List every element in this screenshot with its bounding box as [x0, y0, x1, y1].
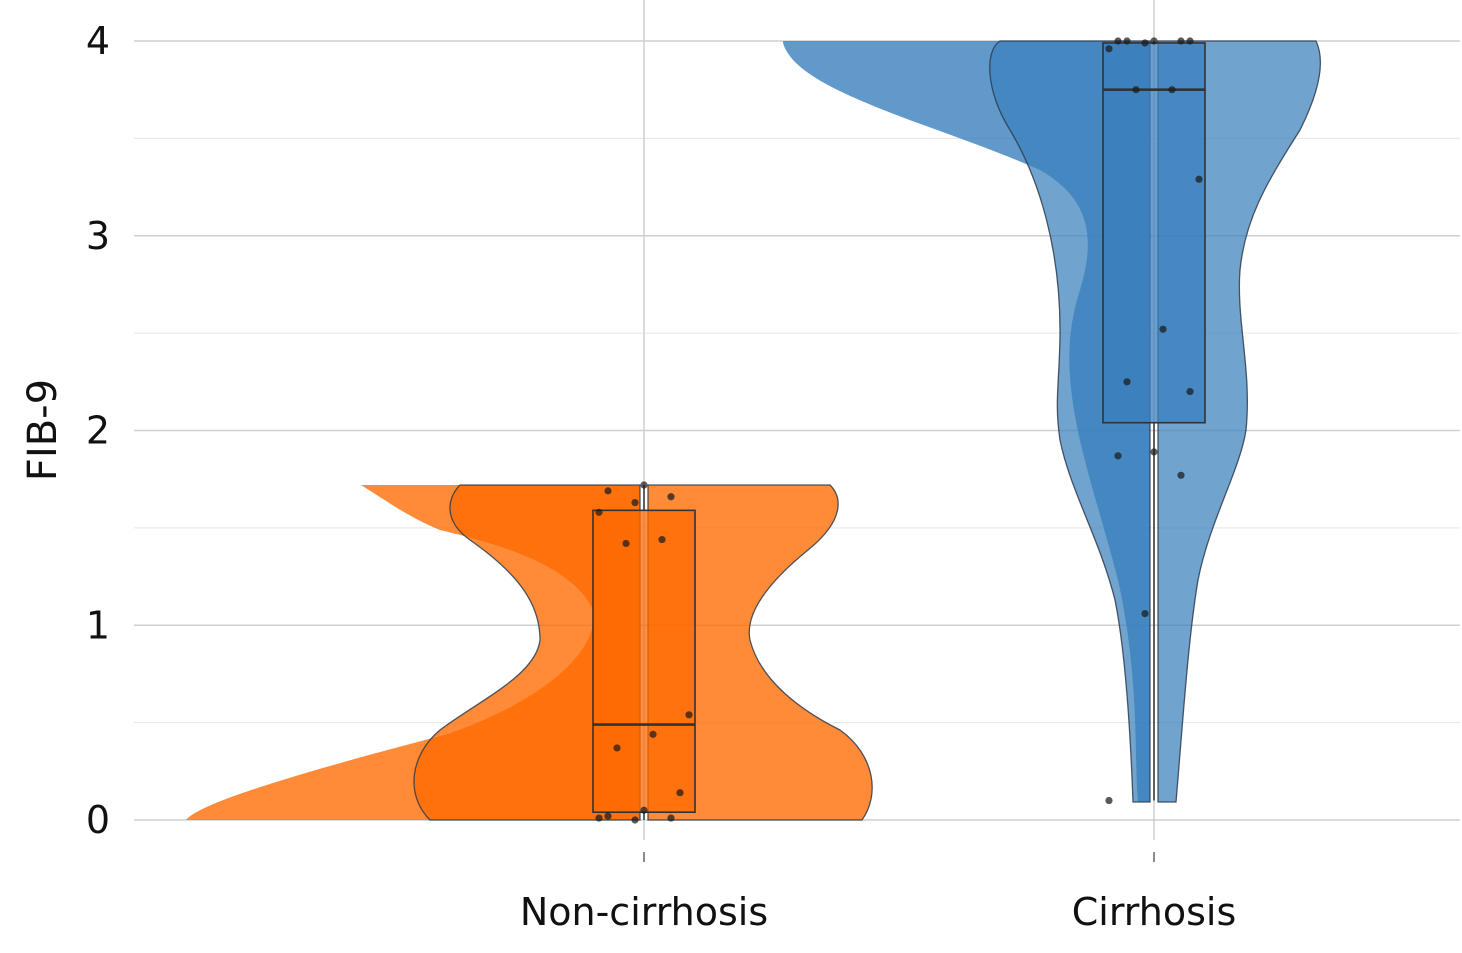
data-point — [667, 814, 675, 822]
violin-left-half — [413, 484, 641, 821]
y-tick-label: 4 — [86, 19, 110, 63]
data-point — [1105, 45, 1113, 53]
data-point — [1150, 37, 1158, 45]
boxplot-layer — [592, 41, 1206, 820]
data-point — [1105, 796, 1113, 805]
data-point — [604, 487, 612, 495]
data-point — [1186, 37, 1194, 45]
data-point — [640, 481, 648, 489]
data-point — [1159, 325, 1167, 333]
data-point — [667, 493, 675, 501]
data-point — [1132, 86, 1140, 94]
data-point — [613, 744, 621, 752]
data-point — [685, 711, 693, 719]
x-tick-label: Non-cirrhosis — [520, 890, 768, 934]
data-point — [1168, 86, 1176, 94]
y-axis-title: FIB-9 — [20, 379, 66, 481]
data-point — [1186, 387, 1194, 396]
box-iqr — [592, 509, 696, 814]
data-point — [658, 535, 666, 544]
data-point — [640, 806, 648, 814]
data-point — [1177, 471, 1185, 479]
box-iqr — [1102, 42, 1206, 424]
y-tick-label: 1 — [86, 603, 110, 647]
data-point — [1195, 175, 1203, 183]
y-tick-label: 3 — [86, 214, 110, 258]
data-point — [1123, 37, 1131, 45]
data-point — [1141, 609, 1149, 618]
data-point — [595, 814, 603, 822]
data-point — [604, 812, 612, 820]
y-tick-label: 0 — [86, 798, 110, 842]
data-point — [1114, 452, 1122, 460]
data-point — [1114, 37, 1122, 45]
x-tick-label: Cirrhosis — [1072, 890, 1237, 934]
data-point — [631, 498, 639, 507]
data-point — [595, 508, 603, 516]
violin-right-half — [647, 484, 873, 821]
y-axis-ticks: 0 1 2 3 4 — [86, 19, 110, 842]
data-point — [676, 789, 684, 797]
data-point — [1150, 448, 1158, 456]
jitter-points-layer — [595, 37, 1203, 824]
data-point — [1123, 378, 1131, 386]
y-tick-label: 2 — [86, 409, 110, 453]
x-axis-ticks: Non-cirrhosis Cirrhosis — [520, 852, 1236, 934]
data-point — [1141, 39, 1149, 47]
data-point — [649, 730, 657, 738]
data-point — [622, 539, 630, 548]
data-point — [1177, 37, 1185, 45]
data-point — [631, 816, 639, 824]
